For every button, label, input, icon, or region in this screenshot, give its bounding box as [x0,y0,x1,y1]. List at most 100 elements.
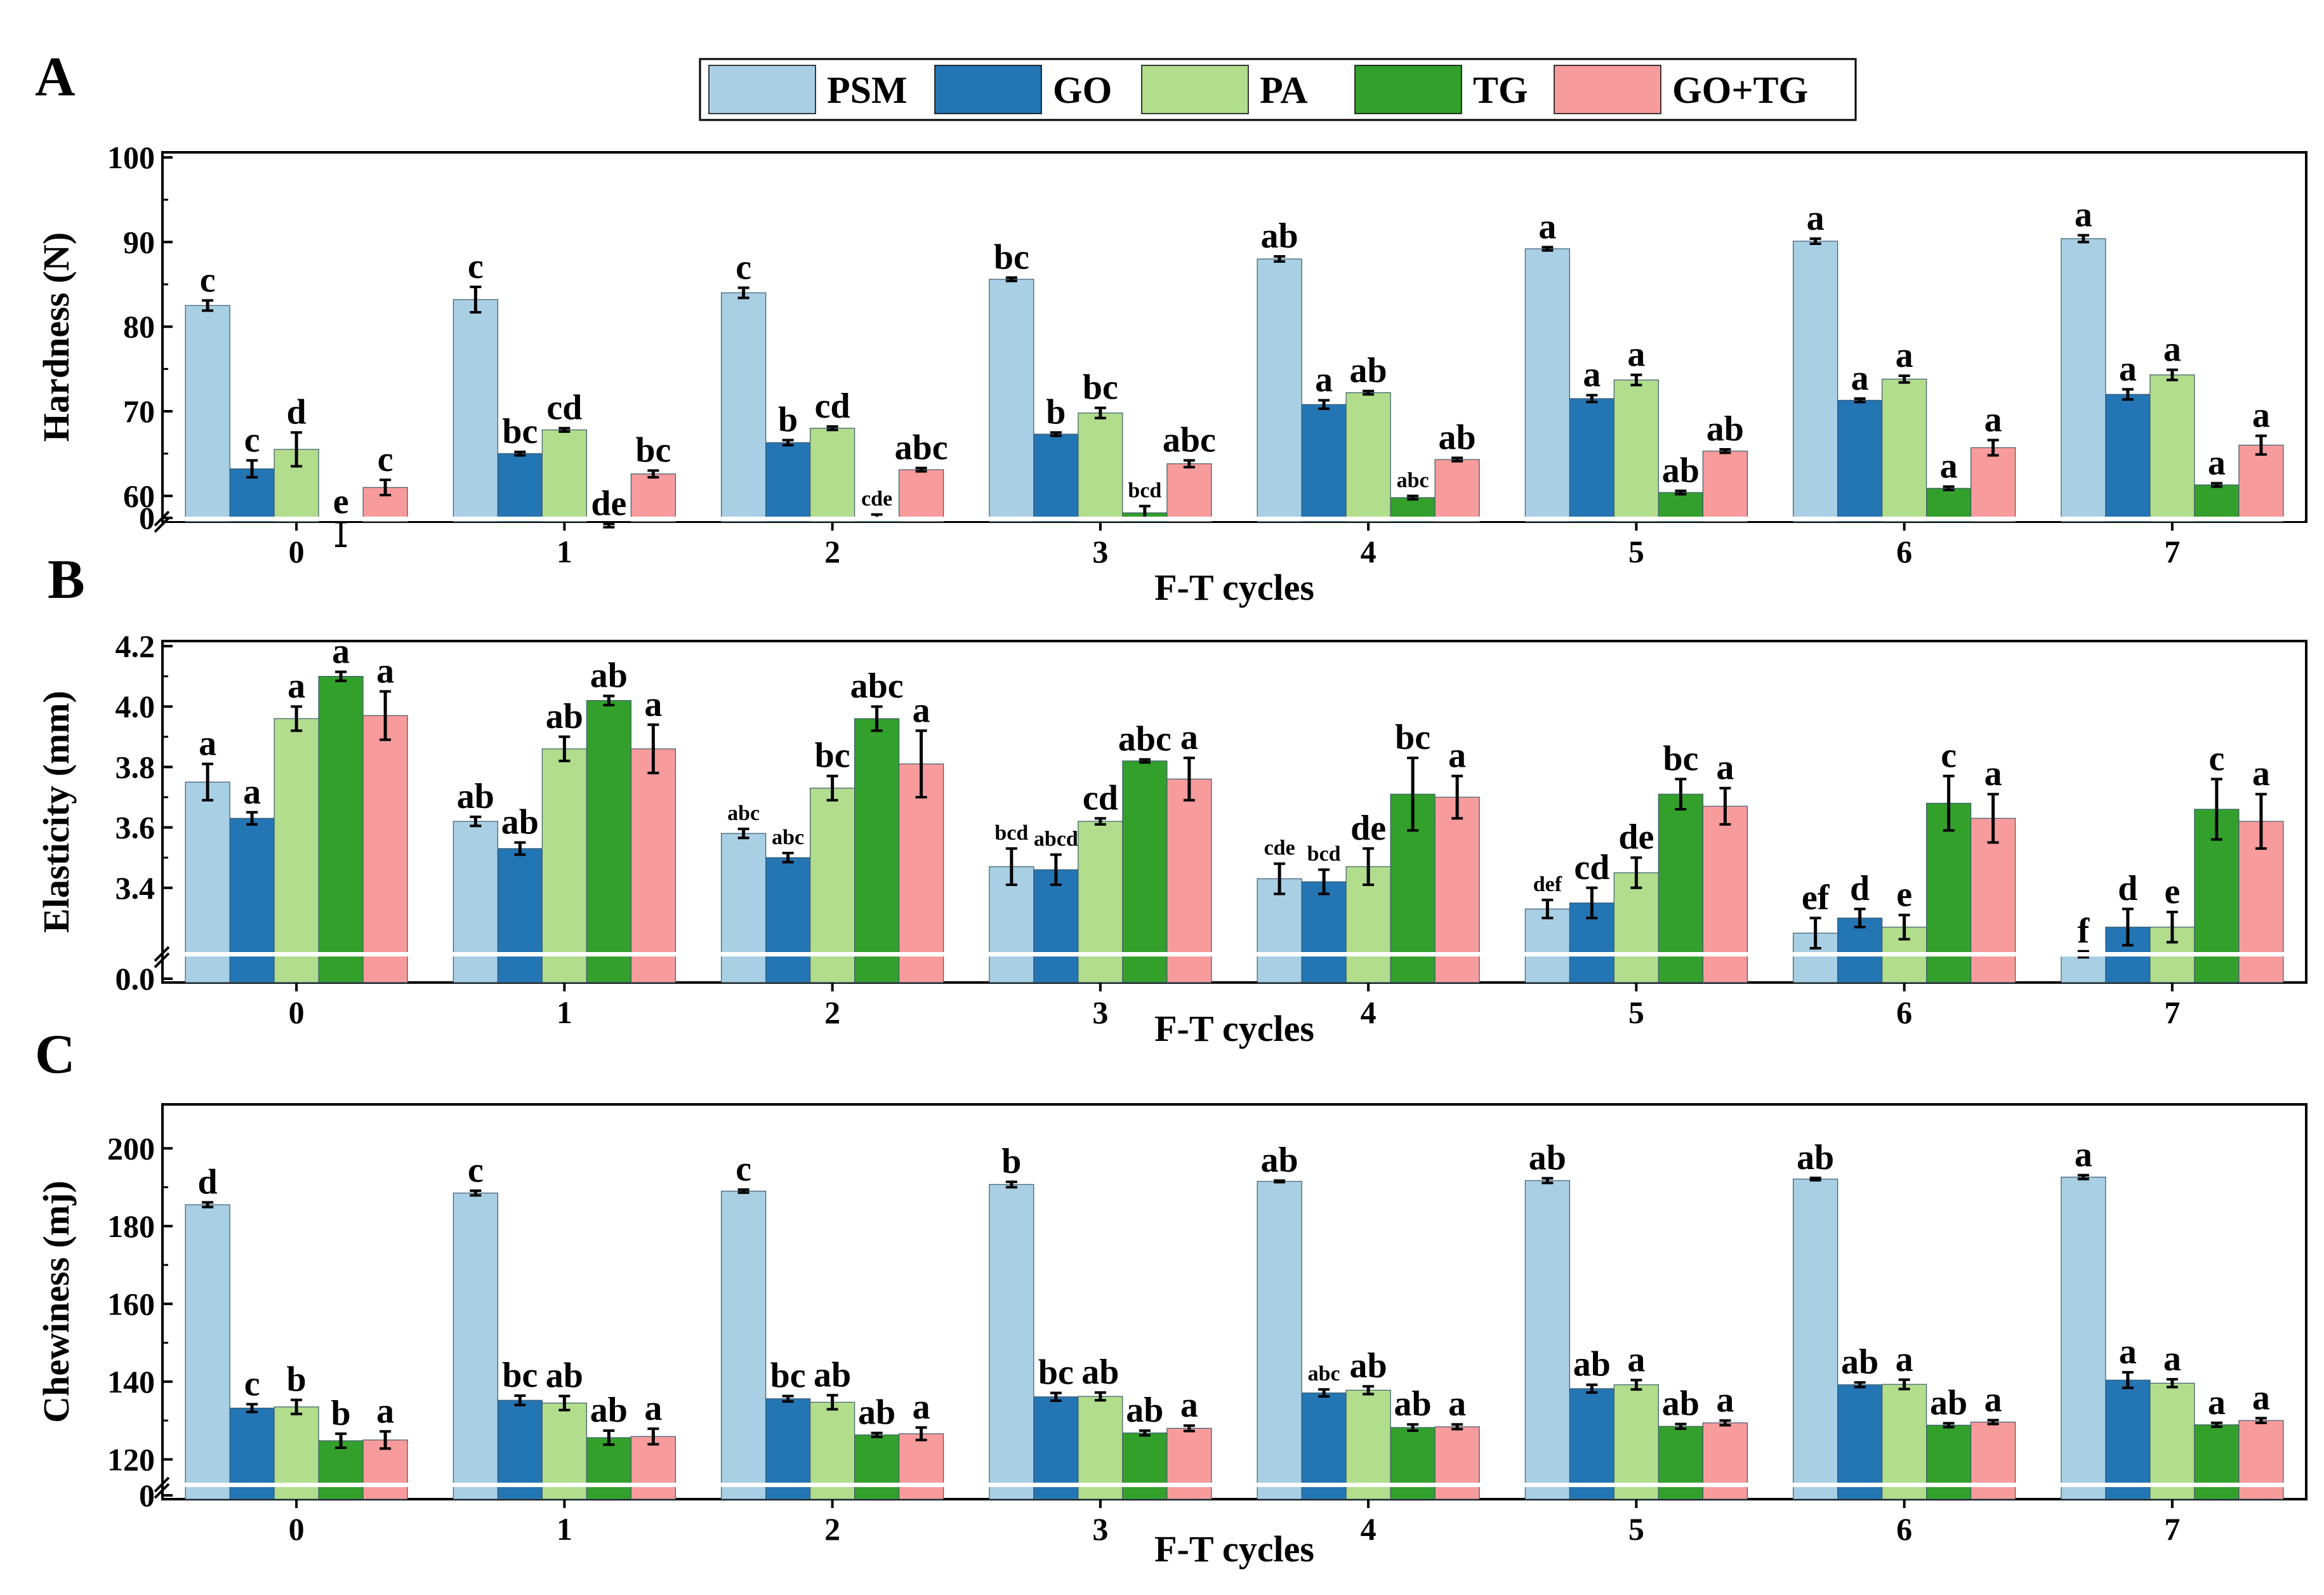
y-tick-label: 3.4 [116,870,155,906]
significance-label: a [2163,330,2181,369]
significance-label: ab [546,697,583,736]
bar-tg-cycle-3 [1122,1433,1168,1500]
bar-go-cycle-6 [1837,1384,1883,1500]
x-axis-title: F-T cycles [1154,1008,1314,1049]
significance-label: a [376,1391,394,1431]
significance-label: e [2164,872,2180,911]
bar-pa-cycle-6 [1882,1384,1927,1500]
significance-label: de [1350,809,1386,848]
significance-label: a [1315,361,1333,400]
y-tick-label: 3.8 [116,749,155,784]
y-tick-label: 80 [123,309,155,345]
x-tick-label: 0 [289,534,305,569]
significance-label: c [736,248,751,287]
significance-label: ab [590,656,628,696]
bar-go-cycle-4 [1301,881,1347,983]
significance-label: ab [1529,1138,1566,1177]
significance-label: ab [501,802,539,842]
bar-go-cycle-5 [1569,398,1614,522]
significance-label: abc [727,802,760,825]
bar-psm-cycle-0 [185,1204,230,1500]
bar-psm-cycle-1 [452,1193,498,1500]
legend-swatch-tg [1354,65,1462,114]
x-tick-label: 6 [1896,995,1912,1030]
significance-label: abc [772,826,804,849]
significance-label: bc [502,412,538,451]
significance-label: b [778,400,798,439]
significance-label: ab [1662,1384,1700,1424]
bar-pa-cycle-1 [541,429,587,522]
bar-go-cycle-7 [2105,394,2151,522]
bar-pa-cycle-5 [1613,872,1659,983]
significance-label: a [2252,396,2270,435]
significance-label: a [376,651,394,691]
significance-label: def [1533,873,1562,896]
significance-label: a [1716,1380,1734,1420]
y-tick-label: 60 [123,478,155,513]
bar-psm-cycle-4 [1257,258,1302,522]
x-axis-title: F-T cycles [1154,1528,1314,1570]
significance-label: a [243,772,261,812]
bar-psm-cycle-2 [721,292,767,522]
bar-go-tg-cycle-4 [1434,459,1480,522]
significance-label: a [1627,1340,1645,1379]
significance-label: a [644,685,662,724]
significance-label: c [468,247,484,286]
significance-label: d [2118,869,2137,908]
x-tick-label: 4 [1361,995,1377,1030]
bar-go-tg-cycle-3 [1166,463,1212,522]
bar-pa-cycle-5 [1613,380,1659,522]
legend: PSM GO PA TG GO+TG [699,58,1857,121]
panel-letter: A [35,46,76,108]
axis-break-mark [154,510,170,527]
significance-label: a [1716,748,1734,788]
bar-go-tg-cycle-1 [630,748,676,983]
y-tick-label: 3.6 [116,810,155,845]
legend-swatch-go-tg [1554,65,1661,114]
x-tick-label: 4 [1361,1511,1377,1547]
bar-go-tg-cycle-5 [1702,1422,1748,1500]
significance-label: cde [861,487,892,511]
bar-tg-cycle-7 [2194,1424,2240,1500]
bar-psm-cycle-2 [721,1191,767,1500]
significance-label: c [2208,739,2224,778]
significance-label: bc [994,237,1029,277]
bar-go-tg-cycle-6 [1971,447,2016,522]
x-tick-label: 3 [1092,534,1108,569]
significance-label: ab [1841,1342,1878,1382]
significance-label: bc [815,736,850,776]
bar-go-tg-cycle-4 [1434,1426,1480,1500]
significance-label: d [287,392,307,432]
significance-label: abc [895,428,948,467]
significance-label: bc [770,1356,806,1396]
significance-label: a [199,724,216,764]
significance-label: ab [1081,1353,1119,1392]
bar-pa-cycle-3 [1078,1396,1123,1500]
bar-pa-cycle-2 [810,788,855,983]
significance-label: c [200,260,216,300]
significance-label: ab [1394,1384,1432,1424]
significance-label: ef [1802,878,1830,917]
significance-label: ab [546,1356,583,1396]
y-axis-title: Chewiness (mj) [36,1181,77,1423]
bar-go-cycle-2 [765,442,811,522]
bar-tg-cycle-3 [1122,760,1168,983]
significance-label: a [2119,1332,2137,1372]
bar-tg-cycle-6 [1926,1424,1972,1500]
x-tick-label: 5 [1628,1511,1644,1547]
significance-label: cd [546,388,582,428]
bar-go-tg-cycle-2 [899,764,944,983]
significance-label: a [1940,447,1958,486]
significance-label: a [2208,443,2226,482]
x-tick-label: 6 [1896,1511,1912,1547]
x-axis-title: F-T cycles [1154,567,1314,608]
significance-label: a [644,1389,662,1428]
bar-psm-cycle-1 [452,821,498,983]
axis-break-band [164,1483,2304,1487]
bar-psm-cycle-5 [1524,1180,1570,1500]
significance-label: a [1984,400,2002,439]
bar-go-cycle-6 [1837,400,1883,522]
